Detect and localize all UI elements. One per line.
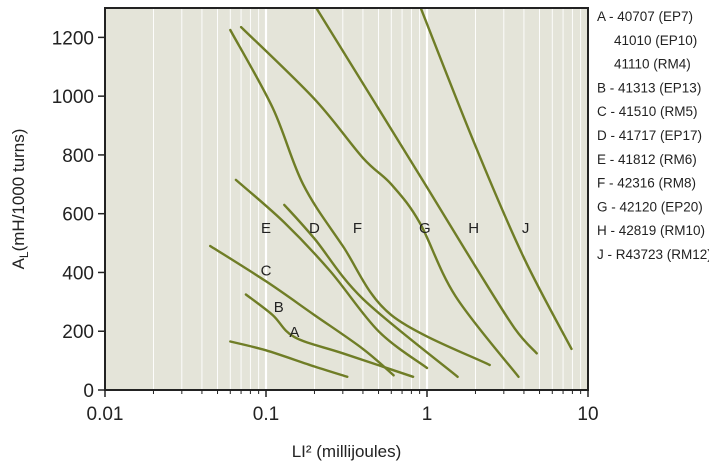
curve-label-b: B (274, 299, 284, 316)
curve-b (244, 293, 415, 378)
curve-labels: AB C D E F G H J (261, 220, 530, 341)
plot-area (105, 8, 588, 390)
legend: A - 40707 (EP7) 41010 (EP10) 41110 (RM4) B … (597, 9, 709, 262)
y-tick-label: 1000 (52, 87, 94, 108)
curve-f (229, 28, 491, 367)
legend-item: 41110 (RM4) (614, 57, 691, 72)
x-tick-label: 0.1 (253, 404, 279, 425)
y-tick-label: 0 (83, 381, 94, 402)
x-tick-label: 10 (577, 404, 598, 425)
curve-a (229, 340, 349, 378)
curve-label-d: D (309, 220, 320, 237)
x-tick-label: 0.01 (87, 404, 124, 425)
y-axis-title-main: A (9, 257, 28, 269)
curves (209, 8, 573, 378)
curve-label-c: C (261, 262, 272, 279)
curve-label-e: E (261, 220, 271, 237)
y-tick-label: 200 (62, 322, 94, 343)
axis-ticks (98, 36, 589, 397)
y-tick-label: 1200 (52, 28, 94, 49)
curve-j (419, 8, 573, 351)
x-tick-label: 1 (422, 404, 433, 425)
curve-label-a: A (289, 324, 299, 341)
curve-d (283, 203, 459, 378)
x-axis-title: LI² (millijoules) (292, 442, 402, 461)
legend-item: G - 42120 (EP20) (597, 199, 703, 214)
legend-item: F - 42316 (RM8) (597, 176, 696, 191)
y-axis-title-rest: (mH/1000 turns) (9, 129, 28, 252)
curve-label-j: J (522, 220, 530, 237)
curve-h (314, 8, 538, 355)
legend-item: E - 41812 (RM6) (597, 152, 697, 167)
legend-item: C - 41510 (RM5) (597, 104, 698, 119)
curve-label-h: H (468, 220, 479, 237)
y-tick-label: 400 (62, 263, 94, 284)
curve-label-f: F (353, 220, 362, 237)
y-axis-title: AL(mH/1000 turns) (9, 129, 31, 270)
curve-e (234, 178, 429, 370)
curve-c (209, 244, 395, 377)
curve-g (239, 25, 520, 378)
y-tick-label: 800 (62, 146, 94, 167)
tick-labels: 0.01 0.1 1 10 0 200 400 600 800 1000 1200 (52, 28, 599, 425)
legend-item: J - R43723 (RM12) (597, 247, 709, 262)
legend-item: A - 40707 (EP7) (597, 9, 693, 24)
plot-frame (104, 7, 589, 391)
legend-item: H - 42819 (RM10) (597, 223, 705, 238)
legend-item: B - 41313 (EP13) (597, 80, 701, 95)
legend-item: D - 41717 (EP17) (597, 128, 702, 143)
curve-label-g: G (419, 220, 431, 237)
y-tick-label: 600 (62, 205, 94, 226)
grid-lines (153, 8, 582, 390)
y-axis-title-subscript: L (17, 251, 31, 258)
legend-item: 41010 (EP10) (614, 33, 697, 48)
